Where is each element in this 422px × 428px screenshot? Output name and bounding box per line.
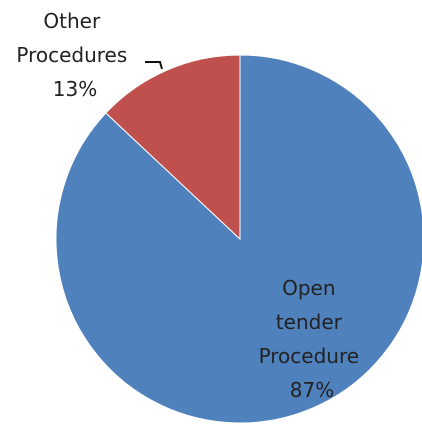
pie-slices <box>55 54 422 424</box>
slice-label-line: Open <box>282 276 335 300</box>
slice-label-other-procedures: Other Procedures 13% <box>16 9 133 101</box>
slice-label-line: tender <box>276 310 343 334</box>
slice-label-line: Procedures <box>16 43 127 67</box>
slice-label-value: 87% <box>290 378 334 402</box>
pie-slice-0 <box>55 54 422 424</box>
slice-label-line: Procedure <box>259 344 360 368</box>
slice-label-value: 13% <box>53 77 97 101</box>
slice-label-line: Other <box>43 9 101 33</box>
other-procedures-leader-line <box>145 61 163 70</box>
slice-label-open-tender-procedure: Open tender Procedure 87% <box>259 276 366 402</box>
pie-slice-1 <box>105 54 241 241</box>
